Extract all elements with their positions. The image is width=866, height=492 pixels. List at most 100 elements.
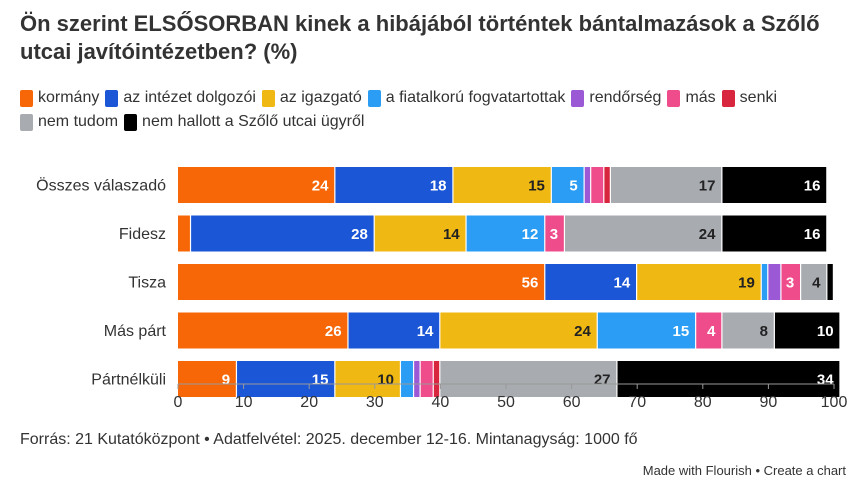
x-tick-label: 10 [235, 394, 253, 411]
legend-item[interactable]: nem hallott a Szőlő utcai ügyről [124, 112, 364, 132]
bar-segment[interactable] [768, 264, 781, 300]
legend-label: az igazgató [279, 89, 362, 106]
bar-segment[interactable] [774, 312, 840, 349]
data-label: 14 [417, 323, 434, 340]
bar-segment[interactable] [178, 167, 335, 203]
data-label: 4 [707, 323, 716, 340]
legend-swatch [20, 89, 33, 107]
bar-segment[interactable] [597, 312, 696, 349]
bar-segment[interactable] [545, 264, 636, 300]
bar-segment[interactable] [191, 215, 374, 252]
legend-item[interactable]: rendőrség [571, 88, 661, 108]
bar-segment[interactable] [761, 264, 768, 300]
legend-swatch [667, 89, 681, 107]
bar-segment[interactable] [565, 215, 722, 252]
bar-segment[interactable] [545, 215, 564, 252]
x-tick-label: 20 [300, 394, 318, 411]
bar-segment[interactable] [178, 215, 190, 252]
bar-segment[interactable] [348, 312, 440, 349]
bar-segment[interactable] [401, 361, 413, 397]
bar-segment[interactable] [827, 264, 833, 300]
bar-segment[interactable] [374, 215, 466, 252]
legend-item[interactable]: más [667, 88, 716, 108]
legend-item[interactable]: a fiatalkorú fogvatartottak [367, 88, 566, 108]
flourish-credit[interactable]: Made with Flourish • Create a chart [642, 463, 846, 478]
legend-label: rendőrség [589, 89, 662, 106]
x-tick-label: 70 [628, 394, 646, 411]
legend-item[interactable]: az igazgató [261, 88, 362, 108]
bar-segment[interactable] [453, 167, 551, 203]
data-label: 28 [351, 226, 368, 243]
legend-swatch [571, 89, 585, 107]
data-label: 15 [312, 372, 329, 389]
category-label: Összes válaszadó [36, 177, 166, 195]
legend-swatch [20, 113, 33, 131]
bar-segment[interactable] [722, 167, 827, 203]
bar-segment[interactable] [414, 361, 420, 397]
bar-segment[interactable] [781, 264, 800, 300]
legend: kormány az intézet dolgozói az igazgató a f… [20, 88, 840, 132]
data-label: 26 [325, 323, 342, 340]
bar-segment[interactable] [551, 167, 584, 203]
data-label: 24 [312, 178, 329, 195]
bar-segment[interactable] [610, 167, 722, 203]
bar-segment[interactable] [433, 361, 440, 397]
bar-segment[interactable] [801, 264, 827, 300]
legend-label: az intézet dolgozói [123, 89, 256, 106]
data-label: 3 [550, 226, 558, 243]
data-label: 9 [222, 372, 230, 389]
bar-segment[interactable] [617, 361, 840, 397]
bar-segment[interactable] [584, 167, 591, 203]
bar-segment[interactable] [722, 215, 827, 252]
bar-segment[interactable] [466, 215, 545, 252]
legend-swatch [721, 89, 735, 107]
legend-swatch [124, 113, 138, 131]
legend-label: senki [739, 89, 778, 106]
legend-label: a fiatalkorú fogvatartottak [385, 89, 566, 106]
legend-item[interactable]: kormány [20, 88, 99, 108]
data-label: 14 [614, 275, 631, 292]
category-label: Pártnélküli [91, 372, 166, 389]
data-label: 16 [804, 178, 821, 195]
legend-item[interactable]: az intézet dolgozói [105, 88, 256, 108]
bar-segment[interactable] [335, 167, 453, 203]
category-label: Tisza [128, 275, 166, 292]
data-label: 27 [594, 372, 611, 389]
legend-label: nem hallott a Szőlő utcai ügyről [142, 113, 365, 130]
x-tick-label: 80 [694, 394, 712, 411]
bar-segment[interactable] [178, 361, 236, 397]
legend-swatch [261, 89, 275, 107]
data-label: 4 [812, 275, 821, 292]
bar-segment[interactable] [420, 361, 433, 397]
bar-segment[interactable] [604, 167, 610, 203]
data-label: 24 [699, 226, 716, 243]
bar-segment[interactable] [178, 264, 545, 300]
bar-segment[interactable] [591, 167, 604, 203]
category-label: Más párt [104, 323, 167, 340]
bar-segment[interactable] [335, 361, 400, 397]
x-tick-label: 60 [563, 394, 581, 411]
data-label: 17 [699, 178, 716, 195]
x-tick-label: 0 [174, 394, 183, 411]
data-label: 16 [804, 226, 821, 243]
legend-item[interactable]: nem tudom [20, 112, 118, 132]
legend-item[interactable]: senki [721, 88, 778, 108]
data-label: 10 [817, 323, 834, 340]
data-label: 18 [430, 178, 447, 195]
data-label: 15 [528, 178, 545, 195]
x-tick-label: 50 [497, 394, 515, 411]
legend-label: nem tudom [38, 113, 119, 130]
bar-segment[interactable] [696, 312, 722, 349]
data-label: 8 [760, 323, 768, 340]
bar-segment[interactable] [178, 312, 348, 349]
bar-segment[interactable] [722, 312, 774, 349]
x-tick-label: 90 [760, 394, 778, 411]
bar-segment[interactable] [237, 361, 335, 397]
bar-segment[interactable] [440, 312, 597, 349]
bar-segment[interactable] [440, 361, 617, 397]
category-label: Fidesz [119, 226, 166, 243]
legend-label: más [685, 89, 716, 106]
data-label: 56 [522, 275, 539, 292]
bar-segment[interactable] [637, 264, 761, 300]
